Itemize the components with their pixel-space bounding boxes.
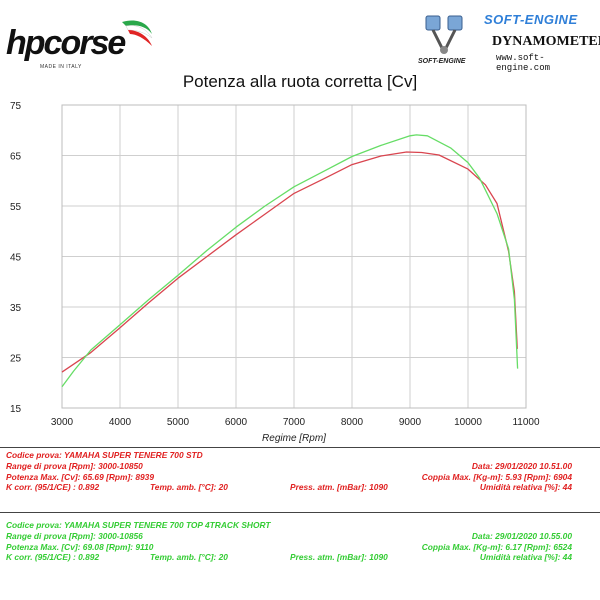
test-info-1: Codice prova: YAMAHA SUPER TENERE 700 ST… [6, 450, 572, 493]
hpcorse-tagline: MADE IN ITALY [40, 64, 82, 70]
y-tick-label: 55 [10, 202, 22, 213]
x-axis-label: Regime [Rpm] [262, 433, 326, 444]
test1-humidity: Umidità relativa [%]: 44 [479, 482, 572, 493]
series-line-1 [61, 151, 518, 373]
test1-temp: Temp. amb. [°C]: 20 [150, 482, 228, 493]
pistons-icon [425, 15, 463, 54]
x-tick-label: 3000 [51, 417, 74, 428]
x-tick-label: 9000 [399, 417, 422, 428]
test2-press: Press. atm. [mBar]: 1090 [290, 552, 388, 563]
test1-press: Press. atm. [mBar]: 1090 [290, 482, 388, 493]
test-info-2: Codice prova: YAMAHA SUPER TENERE 700 TO… [6, 520, 572, 563]
power-chart: 3000 4000 5000 6000 7000 8000 9000 10000 11000 15… [10, 101, 540, 444]
website-text: www.soft-engine.com [496, 53, 551, 73]
plot-frame [61, 104, 527, 409]
y-tick-label: 65 [10, 152, 22, 163]
test2-kcorr: K corr. (95/1/CE) : 0.892 [6, 552, 100, 563]
y-tick-label: 45 [10, 253, 22, 264]
dynamometers-title: DYNAMOMETERS [492, 34, 600, 49]
hpcorse-logo-text: hpcorse [6, 24, 126, 62]
y-tick-label: 75 [10, 101, 22, 112]
chart-lines [61, 134, 519, 388]
test2-temp: Temp. amb. [°C]: 20 [150, 552, 228, 563]
test2-range: Range di prova [Rpm]: 3000-10856 [6, 530, 143, 541]
soft-engine-small-brand: SOFT-ENGINE [418, 58, 466, 65]
test2-max-torque: Coppia Max. [Kg-m]: 6.17 [Rpm]: 6524 [421, 541, 572, 552]
x-tick-label: 5000 [167, 417, 190, 428]
x-tick-label: 7000 [283, 417, 306, 428]
chart-title: Potenza alla ruota corretta [Cv] [182, 72, 418, 91]
test1-max-power: Potenza Max. [Cv]: 65.69 [Rpm]: 8939 [6, 471, 155, 482]
chart-ticks: 3000 4000 5000 6000 7000 8000 9000 10000 11000 15… [10, 101, 540, 428]
test1-kcorr: K corr. (95/1/CE) : 0.892 [6, 482, 100, 493]
divider-top [0, 447, 600, 448]
hpcorse-swoosh-icon [122, 20, 153, 46]
y-tick-label: 25 [10, 354, 22, 365]
test2-code: Codice prova: YAMAHA SUPER TENERE 700 TO… [6, 520, 271, 530]
y-tick-label: 15 [10, 404, 22, 415]
test1-max-torque: Coppia Max. [Kg-m]: 5.93 [Rpm]: 6904 [421, 471, 572, 482]
chart-grid [61, 104, 527, 409]
test1-range: Range di prova [Rpm]: 3000-10850 [6, 460, 143, 471]
test2-date: Data: 29/01/2020 10.55.00 [471, 530, 572, 541]
x-tick-label: 10000 [454, 417, 482, 428]
test2-max-power: Potenza Max. [Cv]: 69.08 [Rpm]: 9110 [6, 541, 154, 552]
hpcorse-logo: hpcorse MADE IN ITALY [6, 14, 156, 70]
x-tick-label: 11000 [512, 417, 540, 428]
test1-code: Codice prova: YAMAHA SUPER TENERE 700 ST… [6, 450, 203, 460]
soft-engine-logo: SOFT-ENGINE DYNAMOMETERS www.soft-engine… [412, 10, 600, 73]
x-tick-label: 6000 [225, 417, 248, 428]
x-tick-label: 4000 [109, 417, 132, 428]
test2-humidity: Umidità relativa [%]: 44 [479, 552, 572, 563]
test1-date: Data: 29/01/2020 10.51.00 [471, 460, 572, 471]
divider-middle [0, 512, 600, 513]
series-line-2 [61, 134, 519, 388]
x-tick-label: 8000 [341, 417, 364, 428]
y-tick-label: 35 [10, 303, 22, 314]
soft-engine-brand: SOFT-ENGINE [484, 12, 578, 27]
